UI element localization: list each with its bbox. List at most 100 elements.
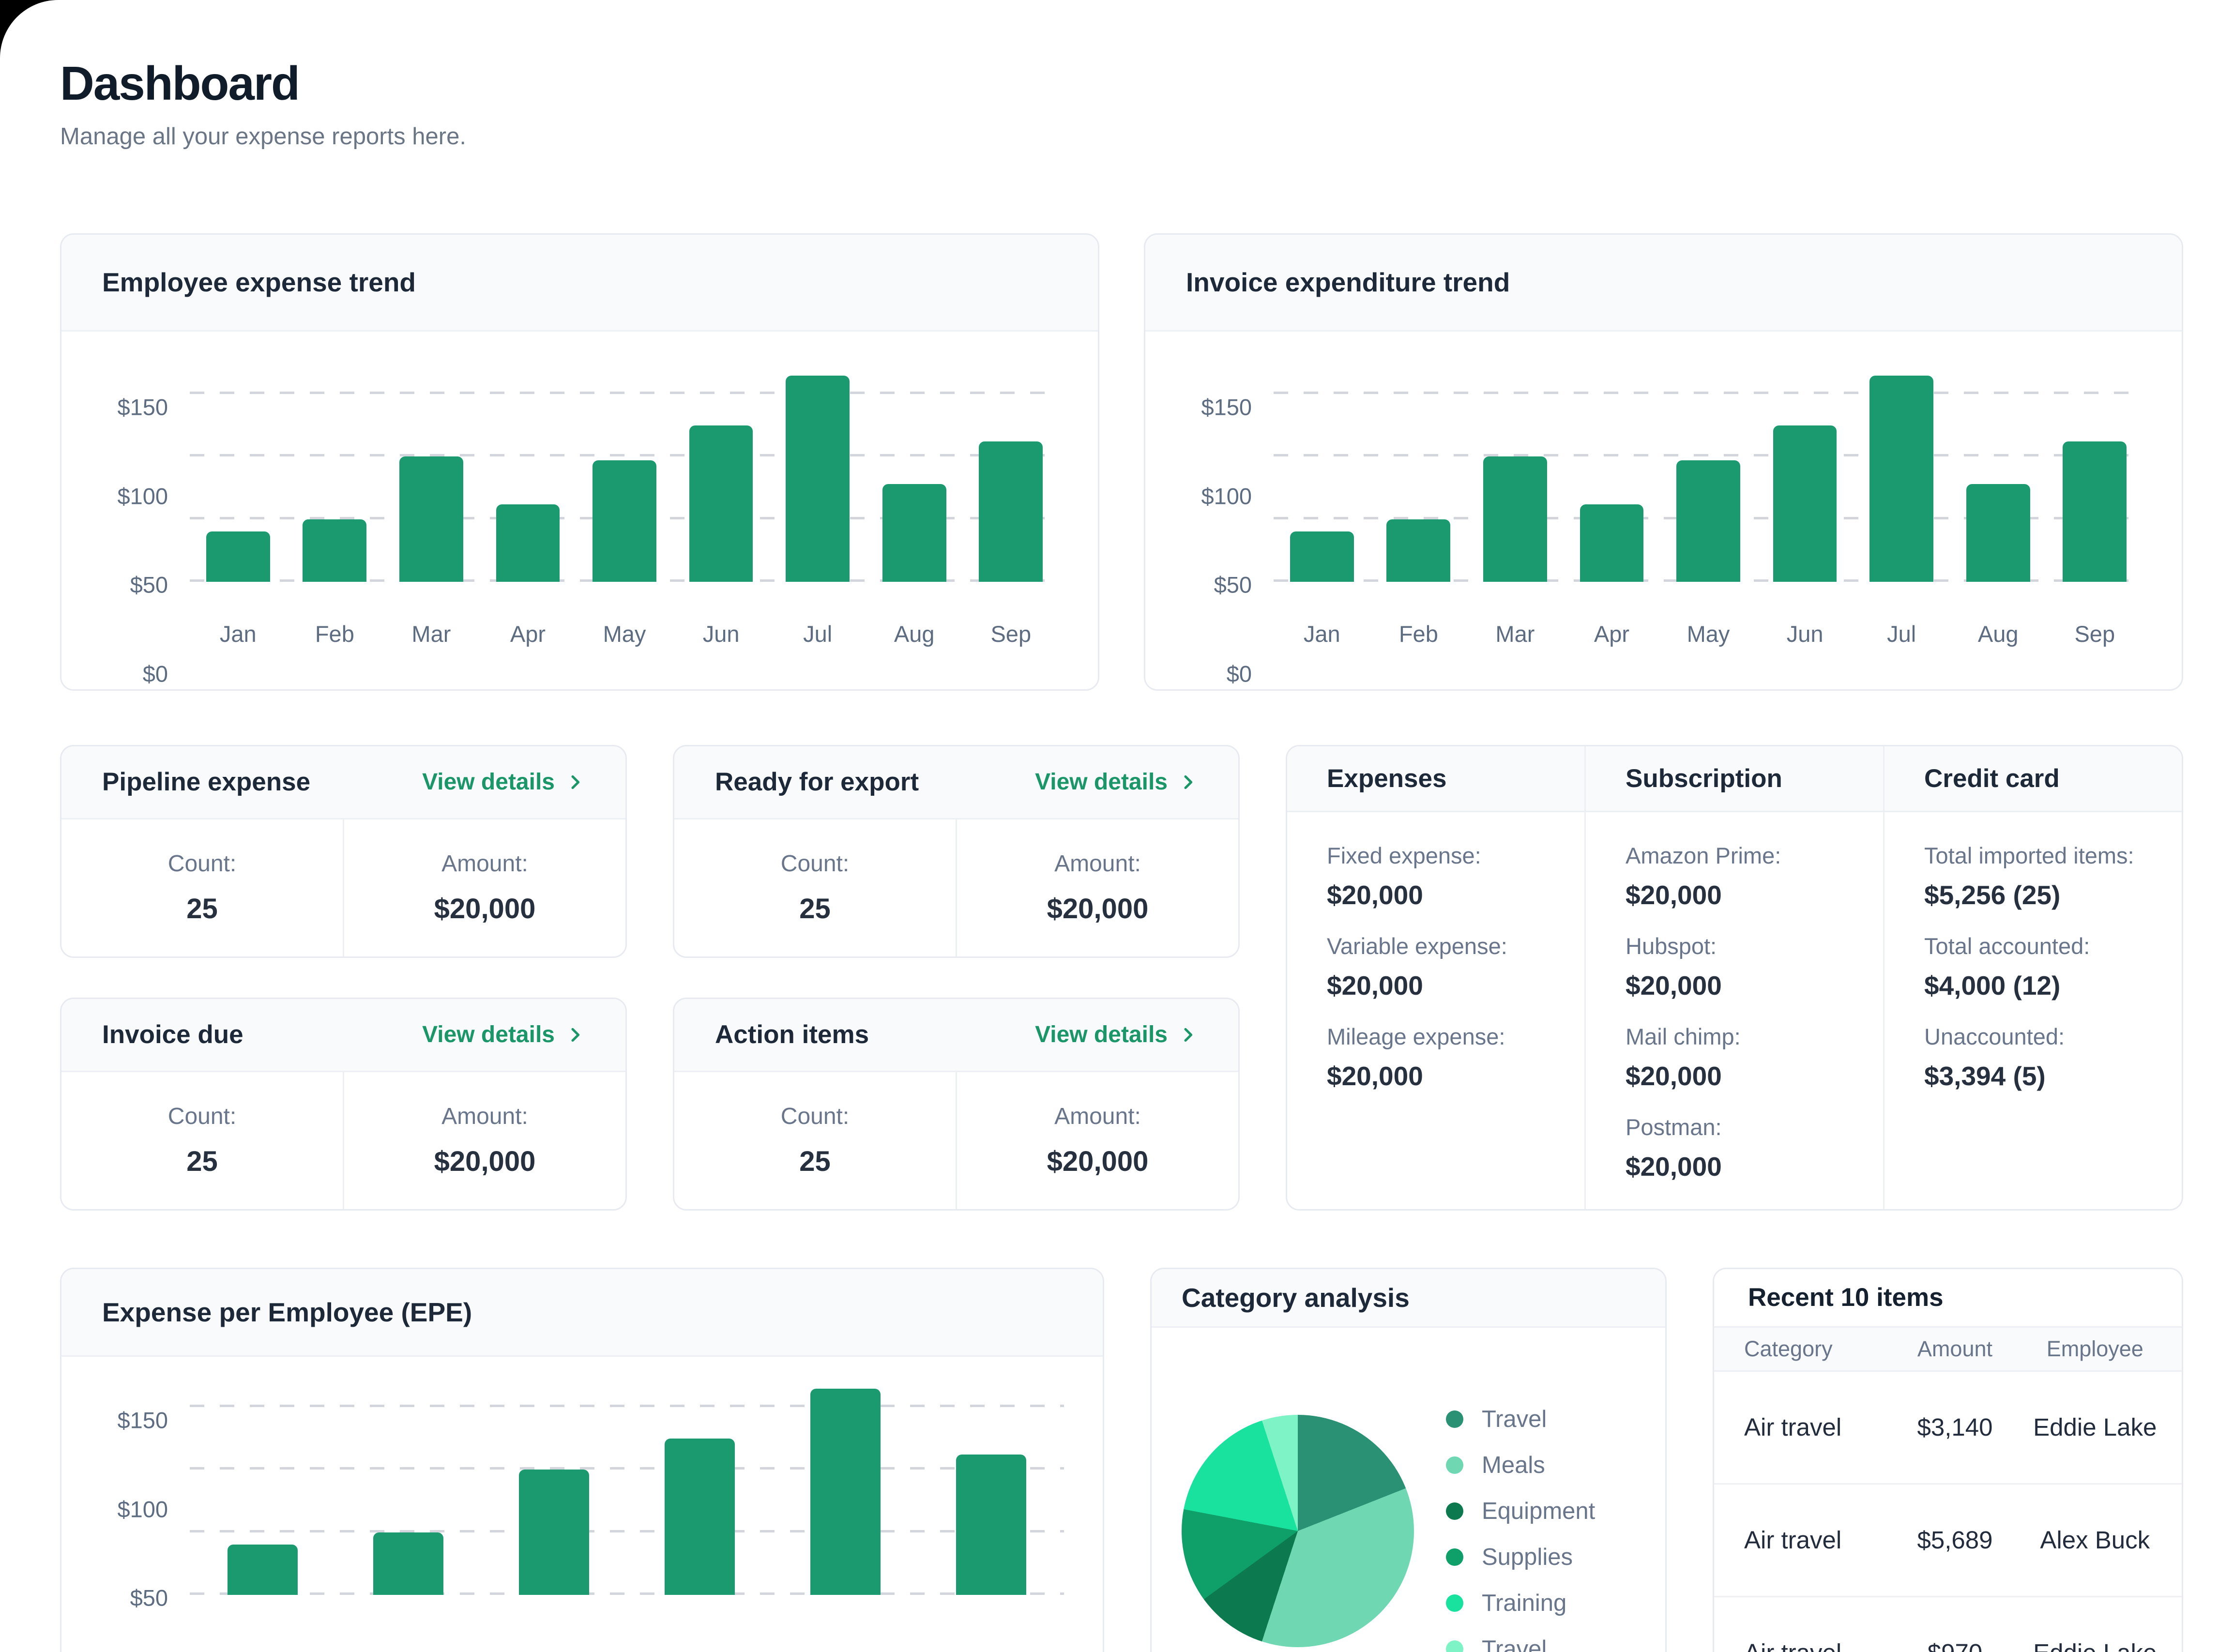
table-row[interactable]: Air travel$970Eddie Lake	[1714, 1597, 2182, 1652]
stat-card-body: Count: 25 Amount: $20,000	[61, 819, 625, 956]
count-value: 25	[186, 893, 218, 925]
page-title: Dashboard	[60, 57, 300, 110]
bar-column	[1564, 363, 1660, 582]
count-label: Count:	[780, 851, 850, 877]
view-details-link[interactable]: View details	[422, 769, 585, 795]
row-employee: Eddie Lake	[2023, 1638, 2182, 1652]
y-tick: $100	[117, 1496, 168, 1522]
legend-label: Supplies	[1482, 1544, 1573, 1571]
bar-column	[673, 363, 770, 582]
summary-item: Mileage expense: $20,000	[1327, 1023, 1545, 1091]
row-amount: $5,689	[1917, 1526, 1993, 1554]
row-category: Air travel	[1714, 1638, 1887, 1652]
y-axis: $0 $50 $100 $150	[105, 363, 190, 686]
column-body: Total imported items: $5,256 (25) Total ac…	[1884, 812, 2182, 1122]
count-label: Count:	[167, 1104, 237, 1130]
amount-value: $20,000	[1047, 893, 1149, 925]
bar-column	[1853, 363, 1950, 582]
bar-col-2	[373, 1532, 443, 1595]
y-axis: $0 $50 $100 $150	[105, 1376, 190, 1652]
x-axis-label: Sep	[990, 621, 1032, 647]
summary-item-label: Mileage expense:	[1327, 1023, 1505, 1049]
legend-item-supplies: Supplies	[1446, 1534, 1595, 1580]
y-tick: $100	[1201, 483, 1252, 509]
bar-feb	[303, 519, 367, 582]
page-subtitle: Manage all your expense reports here.	[60, 123, 466, 150]
card-header: Category analysis	[1152, 1269, 1665, 1328]
bar-column	[190, 1376, 335, 1595]
bar-column	[769, 363, 866, 582]
y-tick: $50	[130, 572, 168, 598]
legend-item-equipment: Equipment	[1446, 1488, 1595, 1534]
x-axis-label: Feb	[315, 621, 354, 647]
stat-card-body: Count: 25 Amount: $20,000	[674, 819, 1238, 956]
bar-jan	[206, 531, 270, 582]
summary-item-value: $20,000	[1626, 879, 1722, 910]
bar-jul	[786, 375, 850, 582]
summary-item-label: Total imported items:	[1924, 842, 2134, 868]
x-axis-label: Mar	[411, 621, 451, 647]
amount-cell: Amount: $20,000	[344, 819, 625, 956]
card-title: Pipeline expense	[102, 768, 311, 797]
pie-legend: Travel Meals Equipment Supplies Training Trav…	[1446, 1395, 1595, 1652]
legend-label: Meals	[1482, 1452, 1545, 1479]
legend-dot	[1446, 1594, 1463, 1612]
y-tick: $150	[1201, 394, 1252, 420]
x-axis-label: Aug	[894, 621, 935, 647]
bar-col-5	[810, 1388, 881, 1595]
bar-col-4	[665, 1438, 735, 1595]
table-row[interactable]: Air travel $3,140 Eddie Lake	[1714, 1372, 2182, 1485]
y-tick: $150	[117, 1407, 168, 1433]
stat-card-body: Count: 25 Amount: $20,000	[674, 1072, 1238, 1209]
legend-item-meals: Meals	[1446, 1442, 1595, 1488]
bar-column	[481, 1376, 627, 1595]
summary-item-value: $20,000	[1626, 970, 1722, 1000]
bar-may	[593, 460, 656, 582]
count-label: Count:	[780, 1104, 850, 1130]
bar-jun	[1773, 425, 1837, 582]
legend-dot	[1446, 1456, 1463, 1474]
stat-card-body: Count: 25 Amount: $20,000	[61, 1072, 625, 1209]
bars	[190, 1376, 1064, 1595]
summary-item-label: Total accounted:	[1924, 933, 2090, 959]
bar-jul	[1869, 375, 1933, 582]
table-row[interactable]: Air travel $5,689 Alex Buck	[1714, 1485, 2182, 1597]
view-details-link[interactable]: View details	[1035, 1021, 1198, 1048]
view-details-label: View details	[422, 769, 555, 795]
x-axis-label: Jul	[1887, 621, 1916, 647]
bar-mar	[1483, 456, 1547, 582]
column-body: Fixed expense: $20,000 Variable expense: $2…	[1287, 812, 1584, 1122]
column-header-employee: Employee	[2046, 1336, 2143, 1361]
bar-column	[1274, 363, 1370, 582]
bar-column	[480, 363, 577, 582]
bottom-section: Expense per Employee (EPE) $0 $50 $100 $…	[60, 1267, 2183, 1652]
column-title: Expenses	[1287, 746, 1584, 812]
x-axis	[190, 1595, 1064, 1652]
credit-card-column: Credit card Total imported items: $5,256 …	[1883, 746, 2182, 1209]
card-header: Invoice expenditure trend	[1145, 234, 2182, 332]
count-value: 25	[186, 1146, 218, 1178]
gridline	[190, 1467, 1064, 1470]
legend-dot	[1446, 1640, 1463, 1652]
count-value: 25	[799, 893, 831, 925]
bar-column	[383, 363, 480, 582]
bar-column	[918, 1376, 1064, 1595]
stat-card-ready-for-export: Ready for export View details Count: 25 Amou…	[673, 744, 1240, 958]
bar-col-1	[228, 1545, 298, 1595]
bar-column	[627, 1376, 773, 1595]
count-cell: Count: 25	[674, 819, 957, 956]
bar-column	[866, 363, 963, 582]
column-title: Subscription	[1586, 746, 1883, 812]
view-details-link[interactable]: View details	[1035, 769, 1198, 795]
view-details-link[interactable]: View details	[422, 1021, 585, 1048]
plot-area: Jan Feb Mar Apr May Jun Jul Aug Sep	[1274, 363, 2143, 674]
y-tick: $150	[117, 394, 168, 420]
y-tick: $0	[142, 661, 168, 687]
summary-item-label: Hubspot:	[1626, 933, 1717, 959]
gridline	[1274, 392, 2143, 394]
gridline	[190, 1592, 1064, 1595]
amount-cell: Amount: $20,000	[344, 1072, 625, 1209]
summary-item-value: $4,000 (12)	[1924, 970, 2061, 1000]
bar-column	[1950, 363, 2047, 582]
